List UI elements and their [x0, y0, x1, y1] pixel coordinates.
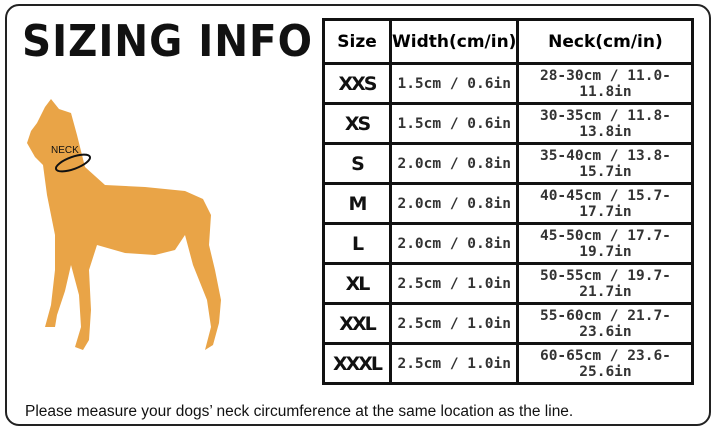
neck-label: NECK [51, 145, 79, 156]
neck-cell: 28-30cm / 11.0-11.8in [516, 62, 695, 105]
width-cell: 2.5cm / 1.0in [388, 302, 520, 345]
size-cell: M [322, 182, 392, 225]
table-row: L 2.0cm / 0.8in 45-50cm / 17.7-19.7in [322, 222, 695, 265]
dog-body [27, 99, 221, 350]
width-cell: 2.0cm / 0.8in [388, 142, 520, 185]
width-cell: 2.5cm / 1.0in [388, 262, 520, 305]
table-row: XL 2.5cm / 1.0in 50-55cm / 19.7-21.7in [322, 262, 695, 305]
width-cell: 2.5cm / 1.0in [388, 342, 520, 385]
header-neck: Neck(cm/in) [516, 18, 695, 65]
width-cell: 2.0cm / 0.8in [388, 222, 520, 265]
neck-cell: 60-65cm / 23.6-25.6in [516, 342, 695, 385]
header-width: Width(cm/in) [388, 18, 520, 65]
neck-cell: 45-50cm / 17.7-19.7in [516, 222, 695, 265]
table-row: S 2.0cm / 0.8in 35-40cm / 13.8-15.7in [322, 142, 695, 185]
size-cell: XS [322, 102, 392, 145]
page-title: SIZING INFO [22, 16, 313, 67]
header-size: Size [322, 18, 392, 65]
size-cell: L [322, 222, 392, 265]
neck-cell: 35-40cm / 13.8-15.7in [516, 142, 695, 185]
dog-silhouette: NECK [27, 99, 221, 350]
neck-cell: 50-55cm / 19.7-21.7in [516, 262, 695, 305]
size-cell: XL [322, 262, 392, 305]
measurement-note: Please measure your dogs’ neck circumfer… [25, 403, 574, 420]
width-cell: 1.5cm / 0.6in [388, 62, 520, 105]
table-row: M 2.0cm / 0.8in 40-45cm / 15.7-17.7in [322, 182, 695, 225]
table-row: XS 1.5cm / 0.6in 30-35cm / 11.8-13.8in [322, 102, 695, 145]
table-row: XXL 2.5cm / 1.0in 55-60cm / 21.7-23.6in [322, 302, 695, 345]
table-header-row: Size Width(cm/in) Neck(cm/in) [322, 18, 695, 65]
size-cell: S [322, 142, 392, 185]
sizing-table: Size Width(cm/in) Neck(cm/in) XXS 1.5cm /… [322, 18, 695, 385]
table-row: XXXL 2.5cm / 1.0in 60-65cm / 23.6-25.6in [322, 342, 695, 385]
size-cell: XXL [322, 302, 392, 345]
neck-cell: 55-60cm / 21.7-23.6in [516, 302, 695, 345]
frame-border [5, 4, 711, 426]
table-row: XXS 1.5cm / 0.6in 28-30cm / 11.0-11.8in [322, 62, 695, 105]
width-cell: 1.5cm / 0.6in [388, 102, 520, 145]
neck-cell: 30-35cm / 11.8-13.8in [516, 102, 695, 145]
width-cell: 2.0cm / 0.8in [388, 182, 520, 225]
neck-cell: 40-45cm / 15.7-17.7in [516, 182, 695, 225]
neck-line [54, 153, 92, 173]
size-cell: XXS [322, 62, 392, 105]
size-cell: XXXL [322, 342, 392, 385]
